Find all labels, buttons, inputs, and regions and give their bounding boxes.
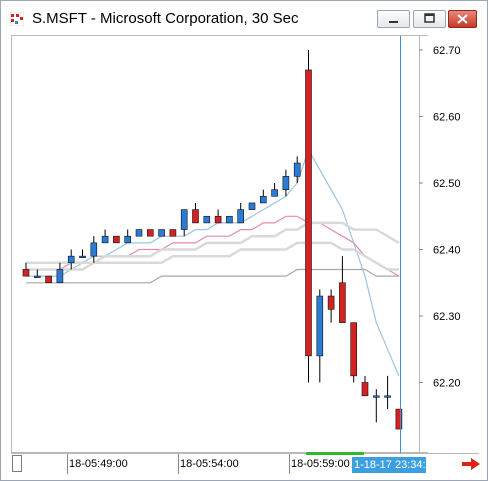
price-label: 62.30 bbox=[433, 311, 461, 323]
time-tick bbox=[178, 454, 179, 474]
close-icon bbox=[457, 14, 468, 24]
candlestick-chart[interactable]: 62.70 62.60 62.50 62.40 62.30 62.20 bbox=[12, 36, 488, 454]
price-label: 62.40 bbox=[433, 245, 461, 257]
chart-app-icon bbox=[10, 12, 24, 26]
candle-body bbox=[305, 69, 312, 357]
moving-average-line bbox=[26, 241, 399, 271]
moving-average-line bbox=[26, 221, 400, 265]
candle-body bbox=[226, 215, 233, 224]
candle-body bbox=[237, 209, 244, 224]
time-label-1: 18-05:49:00 bbox=[69, 458, 128, 470]
moving-average-line bbox=[26, 268, 399, 284]
price-chart[interactable]: 62.70 62.60 62.50 62.40 62.30 62.20 bbox=[11, 35, 461, 454]
minimize-icon bbox=[389, 21, 398, 23]
scroll-right-arrow-icon[interactable] bbox=[460, 456, 482, 472]
price-label: 62.50 bbox=[433, 178, 461, 190]
candle-body bbox=[339, 282, 346, 323]
time-label-3: 18-05:59:00 bbox=[291, 458, 350, 470]
candle-body bbox=[22, 269, 30, 277]
candle-body bbox=[372, 395, 380, 398]
candle-body bbox=[45, 275, 52, 284]
candle-body bbox=[395, 408, 403, 430]
candle-body bbox=[271, 189, 278, 197]
moving-average-line bbox=[26, 215, 400, 277]
scroll-handle[interactable] bbox=[12, 455, 22, 472]
candle-body bbox=[101, 235, 109, 244]
candle-body bbox=[361, 382, 369, 397]
candle-body bbox=[67, 255, 75, 264]
candle-body bbox=[260, 196, 267, 204]
cursor-time-label: 1-18-17 23:34:00 bbox=[352, 457, 438, 473]
close-button[interactable] bbox=[448, 10, 477, 28]
time-tick bbox=[67, 454, 68, 474]
candle-body bbox=[33, 275, 41, 278]
candle-body bbox=[293, 162, 301, 177]
title-bar[interactable]: S.MSFT - Microsoft Corporation, 30 Sec bbox=[1, 1, 487, 35]
price-label: 62.70 bbox=[433, 45, 461, 57]
time-axis[interactable]: 18-05:49:00 18-05:54:00 18-05:59:00 1-18… bbox=[11, 452, 482, 476]
time-tick bbox=[289, 454, 290, 474]
candle-body bbox=[56, 269, 64, 284]
maximize-button[interactable] bbox=[413, 10, 446, 28]
candle-body bbox=[327, 295, 335, 310]
candle-body bbox=[192, 209, 199, 224]
candle-body bbox=[203, 215, 211, 224]
candle-body bbox=[147, 229, 154, 237]
candle-body bbox=[158, 229, 165, 237]
session-strip bbox=[306, 452, 364, 455]
candle-body bbox=[79, 255, 86, 258]
candle-body bbox=[180, 209, 188, 230]
maximize-icon bbox=[424, 13, 435, 23]
moving-average-line bbox=[26, 148, 400, 377]
candle-body bbox=[90, 242, 98, 257]
candle-body bbox=[214, 215, 222, 224]
candle-body bbox=[135, 229, 143, 237]
minimize-button[interactable] bbox=[377, 10, 410, 28]
candle-body bbox=[316, 295, 324, 357]
candle-body bbox=[169, 229, 177, 237]
time-label-2: 18-05:54:00 bbox=[180, 458, 239, 470]
price-label: 62.60 bbox=[433, 112, 461, 124]
candle-body bbox=[350, 322, 358, 377]
candle-body bbox=[282, 176, 290, 190]
candle-body bbox=[113, 235, 120, 244]
window-title: S.MSFT - Microsoft Corporation, 30 Sec bbox=[32, 10, 299, 27]
candle-body bbox=[384, 395, 391, 398]
candle-body bbox=[248, 202, 256, 210]
candle-body bbox=[124, 235, 131, 244]
price-label: 62.20 bbox=[433, 378, 461, 390]
